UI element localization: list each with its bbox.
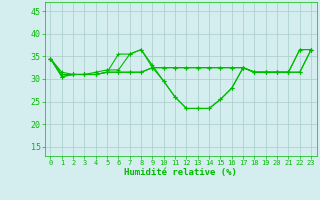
X-axis label: Humidité relative (%): Humidité relative (%) [124, 168, 237, 177]
